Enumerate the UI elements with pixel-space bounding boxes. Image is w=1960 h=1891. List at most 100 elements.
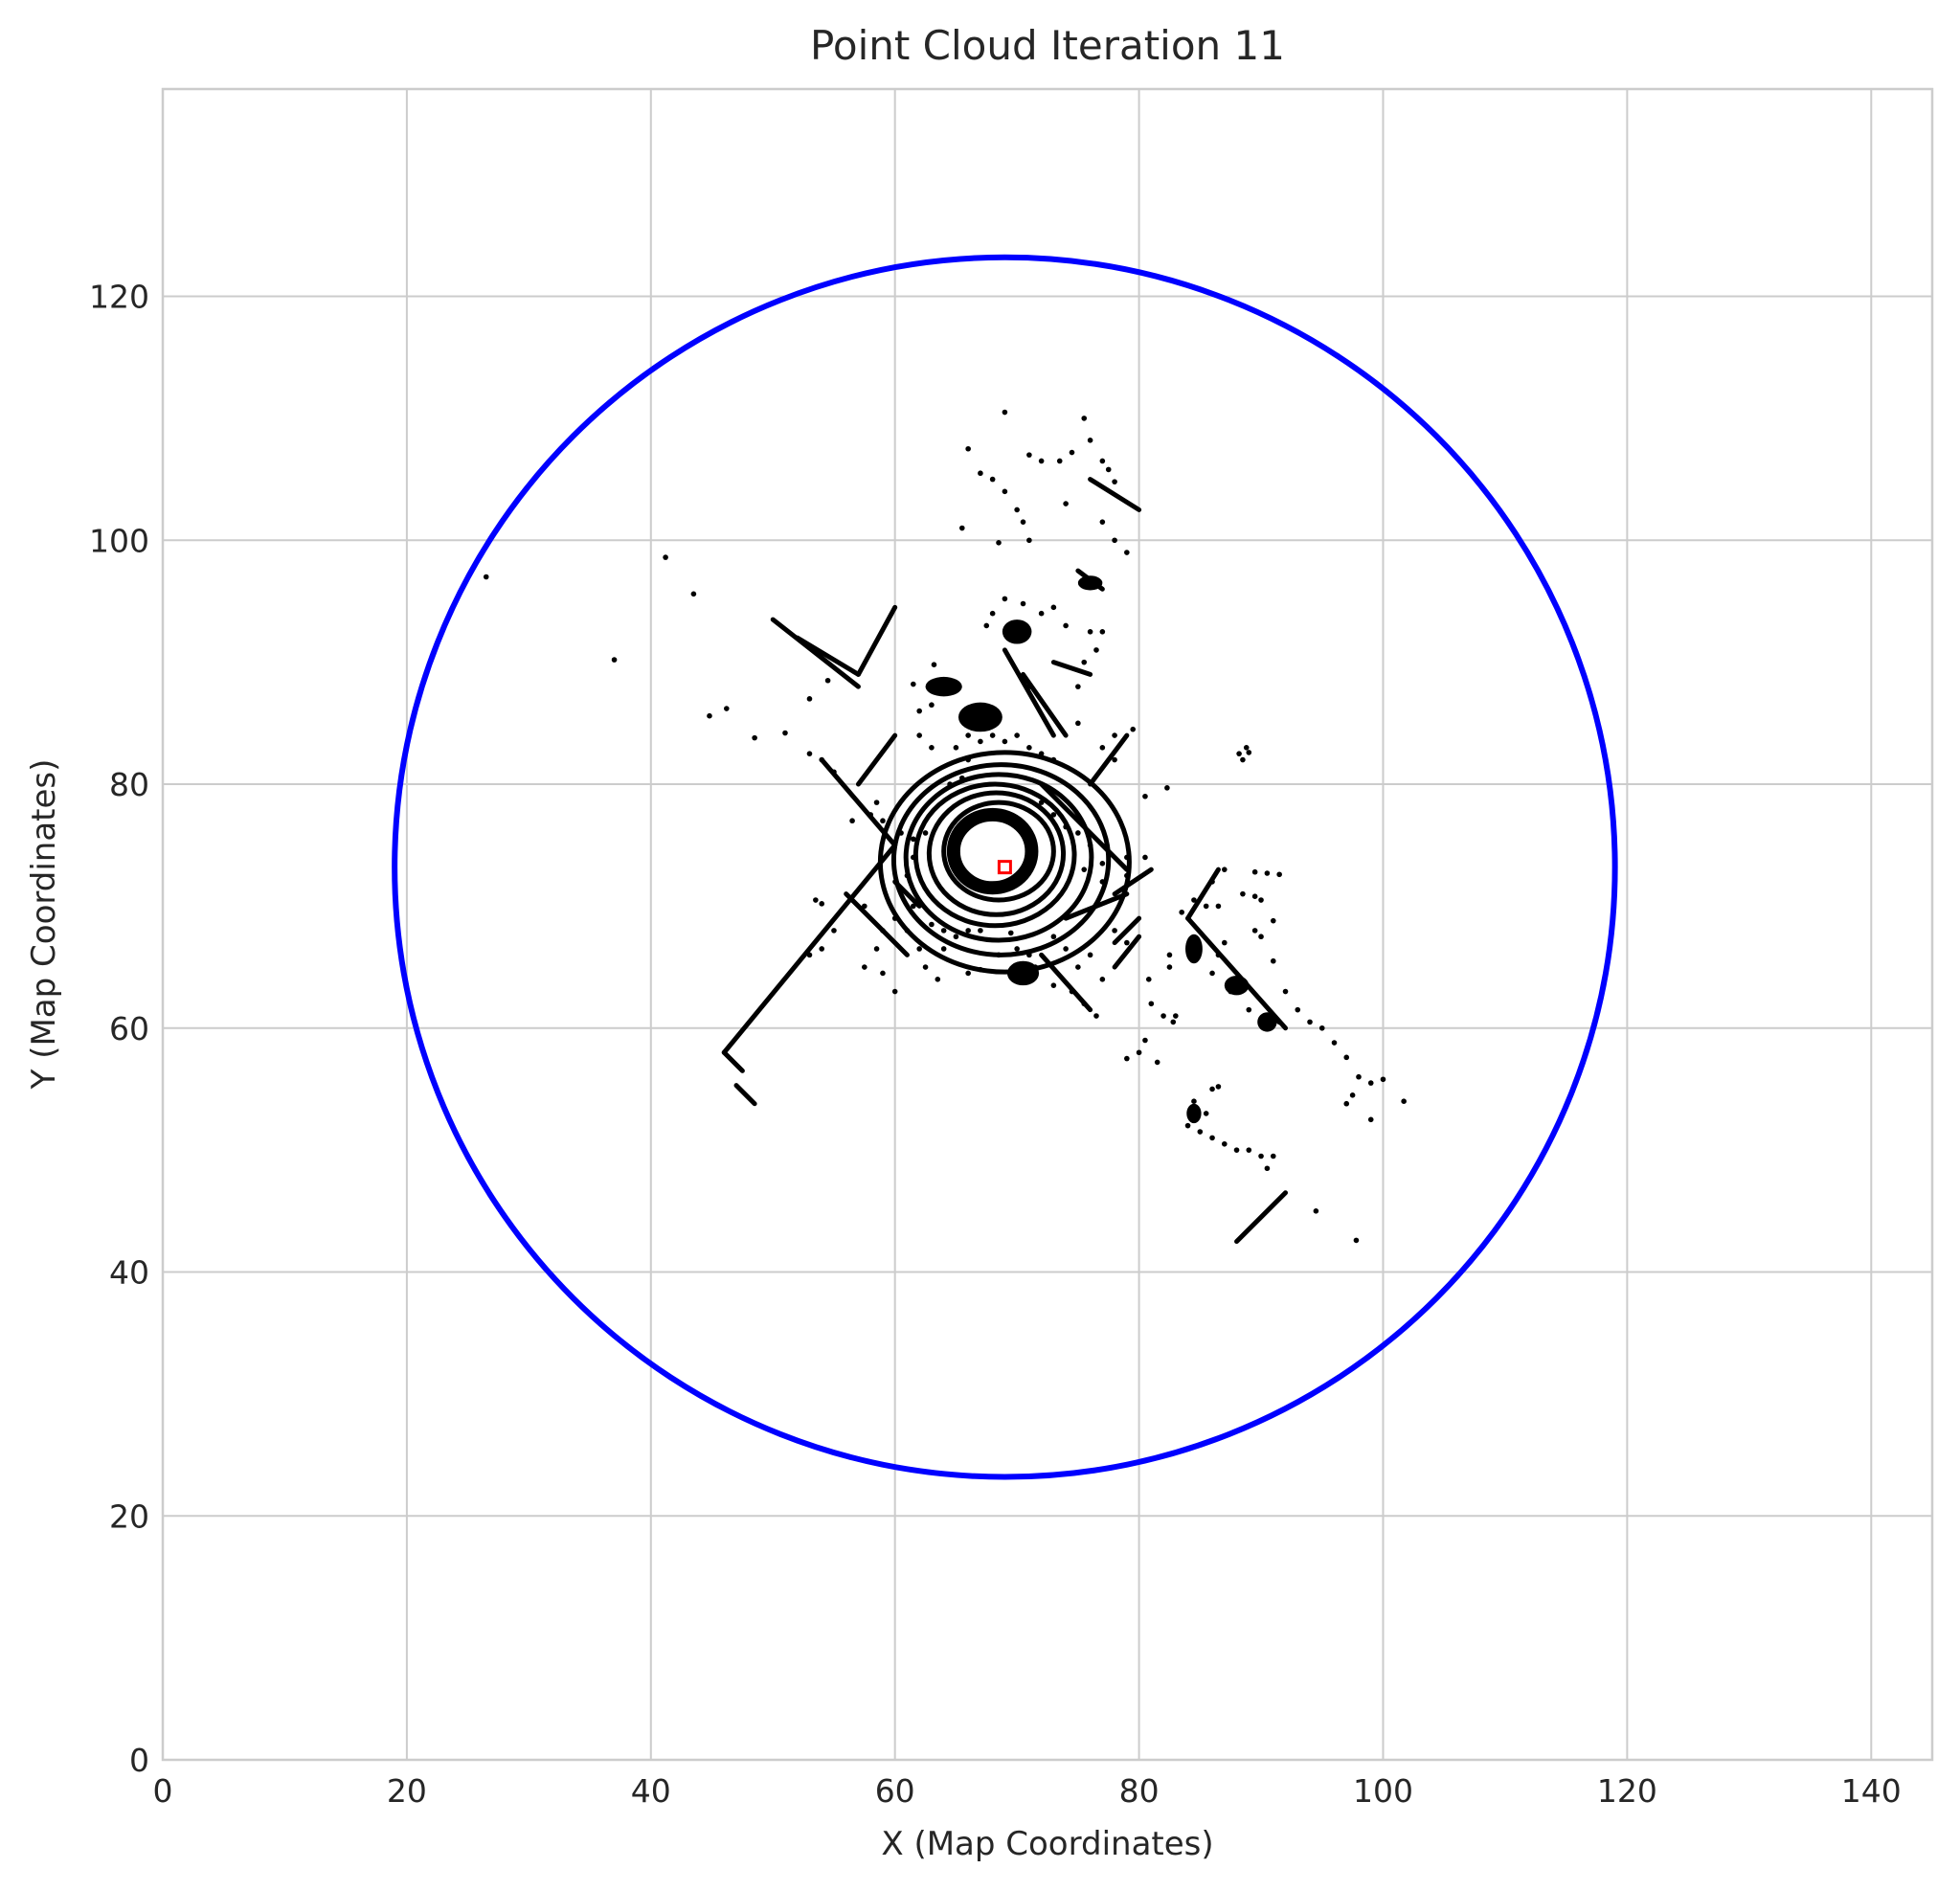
data-point <box>911 836 916 843</box>
data-point <box>1243 745 1250 751</box>
scan-segment <box>1185 915 1289 1031</box>
scan-segment <box>770 617 861 689</box>
plot-frame <box>161 87 1934 1762</box>
data-point <box>1179 909 1184 915</box>
data-point <box>1401 1098 1407 1104</box>
data-point <box>1050 604 1057 611</box>
data-point <box>1124 872 1130 879</box>
data-point <box>1236 751 1242 756</box>
range-circle <box>392 254 1618 1480</box>
data-point <box>1099 458 1106 464</box>
data-point <box>1313 1208 1319 1214</box>
data-point <box>1154 1059 1160 1066</box>
data-point <box>880 970 886 977</box>
data-point <box>1148 1001 1155 1007</box>
point-cluster <box>1257 1012 1277 1032</box>
data-point <box>1075 720 1081 727</box>
y-tick-label: 20 <box>109 1497 149 1535</box>
x-axis-label: X (Map Coordinates) <box>881 1825 1213 1863</box>
y-axis-label: Y (Map Coordinates) <box>25 759 63 1091</box>
data-point <box>1002 488 1008 495</box>
data-point <box>1164 785 1170 791</box>
data-point <box>1112 479 1117 484</box>
data-point <box>1343 1100 1350 1107</box>
point-cluster <box>1185 934 1203 964</box>
data-point <box>1026 745 1032 751</box>
data-point <box>1251 893 1258 900</box>
data-point <box>806 696 813 702</box>
y-tick-label: 100 <box>89 522 149 559</box>
data-point <box>1307 1019 1313 1025</box>
data-point <box>1233 1147 1240 1153</box>
data-point <box>1124 854 1130 861</box>
scan-segment <box>892 879 922 909</box>
data-point <box>1173 1013 1179 1019</box>
data-point <box>1160 1013 1166 1019</box>
data-point <box>1191 897 1197 903</box>
data-point <box>978 738 983 745</box>
data-point <box>1353 1237 1360 1244</box>
data-point <box>1258 897 1264 903</box>
y-tick-label: 120 <box>89 279 149 316</box>
data-point <box>1203 903 1209 910</box>
data-point <box>849 818 855 824</box>
data-point <box>1099 519 1106 525</box>
data-point <box>1020 600 1026 607</box>
data-point <box>1251 928 1258 934</box>
scan-segment <box>1088 477 1142 512</box>
data-point <box>1050 812 1057 818</box>
scan-ring <box>903 772 1094 943</box>
data-point <box>862 964 867 970</box>
data-point <box>1075 830 1081 836</box>
y-tick-label: 0 <box>129 1742 149 1779</box>
point-cluster <box>1006 960 1040 986</box>
data-point <box>1032 964 1039 970</box>
scan-segment <box>1039 781 1130 872</box>
data-point <box>1246 1006 1252 1013</box>
data-point <box>1142 854 1148 861</box>
data-point <box>1142 1037 1148 1044</box>
data-point <box>880 818 886 824</box>
scan-ring <box>912 781 1077 929</box>
data-point <box>989 732 996 738</box>
data-point <box>1099 977 1106 982</box>
scan-segment <box>1063 891 1130 921</box>
data-point <box>1367 1116 1374 1123</box>
scan-segment <box>721 1049 745 1073</box>
data-point <box>1038 799 1045 805</box>
data-point <box>1112 732 1117 738</box>
data-point <box>1170 1019 1177 1025</box>
data-point <box>929 921 935 928</box>
data-point <box>1050 982 1057 988</box>
scan-segment <box>795 635 861 677</box>
data-point <box>1050 756 1057 763</box>
data-point <box>1026 452 1032 458</box>
scan-segment <box>1039 952 1093 1013</box>
data-point <box>1282 988 1289 995</box>
data-point <box>873 946 880 952</box>
data-point <box>978 966 983 973</box>
x-tick-label: 20 <box>387 1772 427 1810</box>
data-point <box>1069 988 1075 995</box>
scan-segment <box>1185 867 1221 921</box>
data-point <box>1081 1001 1088 1007</box>
data-point <box>1124 550 1130 555</box>
data-point <box>1295 1006 1301 1013</box>
data-point <box>965 732 971 738</box>
data-point <box>1197 1129 1204 1135</box>
data-point <box>989 610 996 617</box>
scan-segment <box>1112 867 1154 897</box>
data-point <box>1124 939 1130 946</box>
scan-ring <box>941 799 1056 903</box>
data-point <box>1222 867 1228 872</box>
data-point <box>891 915 898 921</box>
data-point <box>813 897 819 903</box>
data-point <box>891 988 898 995</box>
data-point <box>1258 1153 1264 1159</box>
data-point <box>1099 629 1106 635</box>
data-point <box>1099 879 1106 885</box>
tick-labels: 0 20 40 60 80 100 120 140 0 20 40 60 80 100 120 <box>89 279 1902 1810</box>
data-point <box>1063 823 1069 830</box>
data-point <box>983 622 990 629</box>
data-point <box>1276 871 1282 878</box>
